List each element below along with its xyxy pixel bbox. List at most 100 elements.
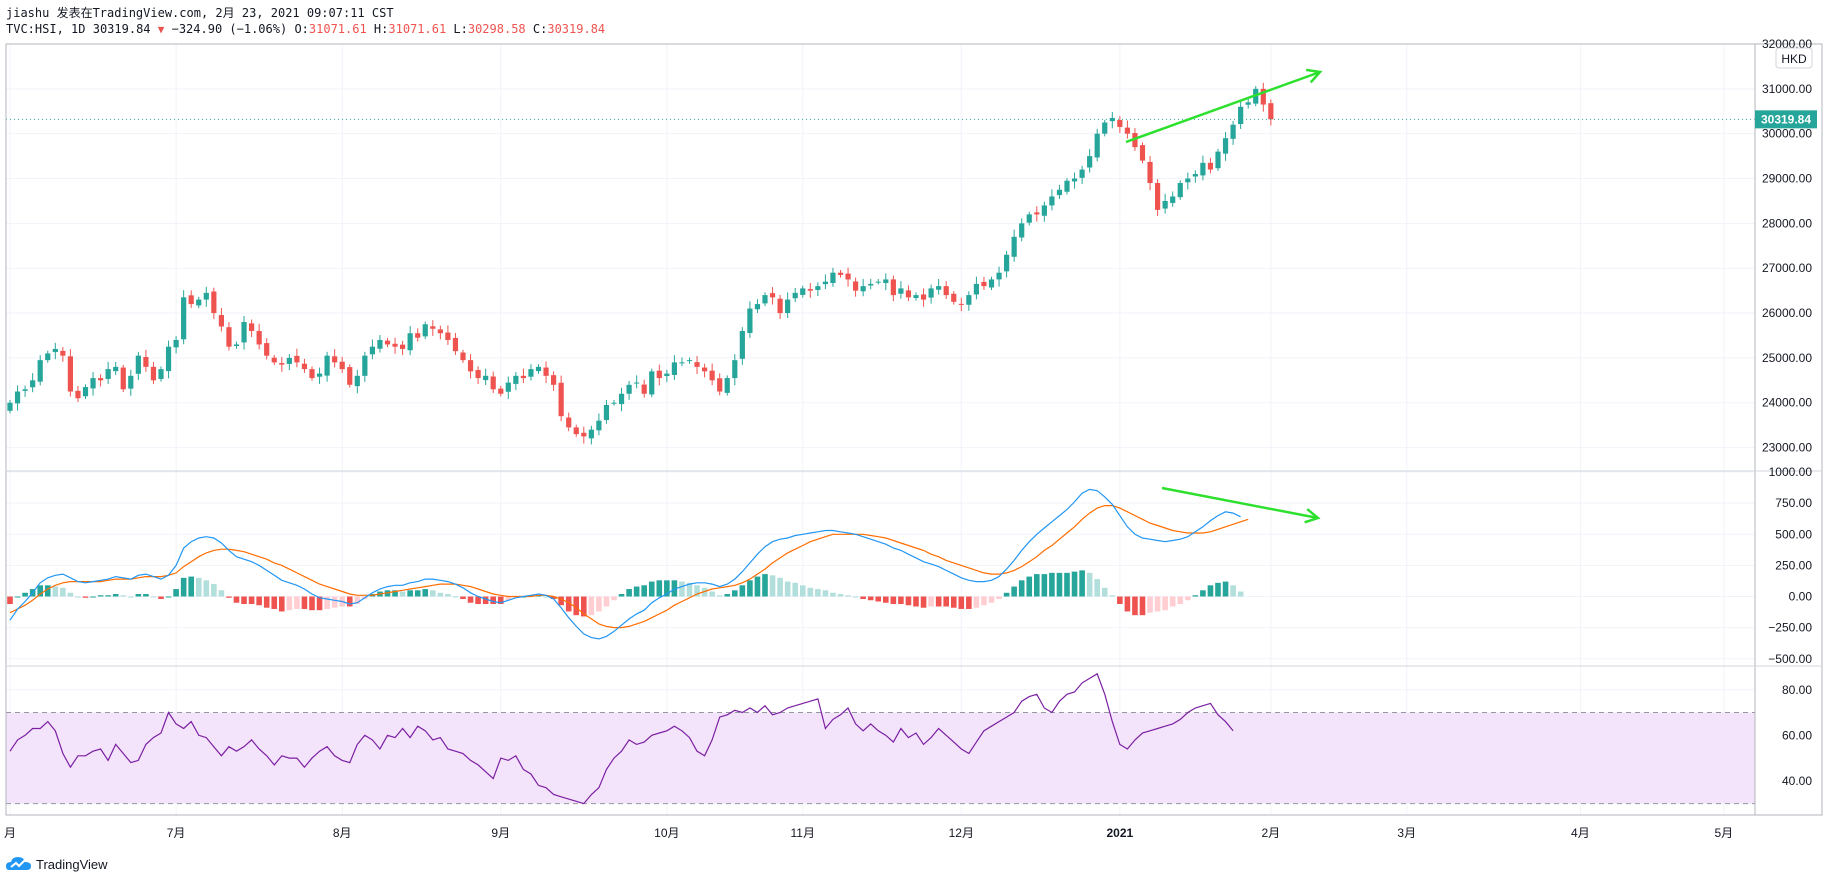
- candle: [75, 385, 81, 403]
- candle: [1230, 120, 1236, 145]
- candle-body: [1170, 196, 1176, 203]
- macd-histogram-bar: [1222, 581, 1229, 597]
- macd-histogram-bar: [656, 580, 663, 597]
- candle: [1192, 170, 1198, 183]
- macd-histogram-bar: [188, 576, 194, 597]
- candle-body: [1238, 106, 1244, 125]
- macd-histogram-bar: [1034, 574, 1040, 597]
- candle-body: [150, 366, 157, 381]
- macd-histogram-bar: [928, 596, 934, 607]
- candle-body: [143, 356, 149, 367]
- macd-pane[interactable]: [7, 488, 1249, 640]
- footer-brand[interactable]: TradingView: [6, 855, 108, 873]
- candle: [445, 325, 451, 345]
- rsi-line: [9, 672, 1234, 805]
- macd-histogram-bar: [218, 590, 225, 597]
- macd-histogram-bar: [1049, 572, 1055, 597]
- y-tick-label: 40.00: [1782, 774, 1812, 788]
- macd-histogram-bar: [1101, 587, 1108, 597]
- macd-histogram-bar: [399, 591, 406, 597]
- candle-body: [649, 371, 655, 395]
- x-tick-label: 2021: [1106, 826, 1133, 840]
- currency-badge: HKD: [1775, 47, 1813, 69]
- macd-histogram-bar: [37, 585, 43, 597]
- candle: [362, 351, 368, 382]
- candle: [573, 424, 579, 437]
- y-tick-label: 30000.00: [1762, 127, 1812, 141]
- macd-histogram-bar: [1200, 590, 1206, 597]
- rsi-pane[interactable]: [9, 672, 1234, 805]
- candle: [1200, 155, 1206, 181]
- macd-histogram-bar: [14, 596, 21, 598]
- macd-histogram-bar: [1132, 596, 1138, 616]
- macd-histogram-bar: [271, 596, 278, 609]
- macd-histogram-bar: [581, 596, 587, 617]
- candle: [452, 333, 459, 355]
- candle: [1222, 132, 1229, 161]
- candle: [67, 349, 73, 397]
- macd-histogram-bar: [958, 596, 965, 609]
- candle: [920, 288, 927, 307]
- candle: [853, 277, 859, 297]
- candle-body: [7, 402, 13, 411]
- y-tick-label: 750.00: [1775, 496, 1812, 510]
- y-tick-label: 500.00: [1775, 527, 1812, 541]
- macd-histogram-bar: [709, 591, 715, 597]
- candle: [596, 413, 602, 436]
- candle: [1177, 180, 1183, 200]
- macd-histogram-bar: [97, 595, 104, 597]
- candle: [490, 371, 496, 394]
- candle: [1079, 165, 1085, 184]
- candle: [505, 376, 511, 399]
- x-tick-label: 8月: [333, 826, 352, 840]
- candle-body: [1041, 205, 1047, 216]
- candle: [777, 294, 783, 320]
- candle: [543, 361, 549, 384]
- candle: [581, 426, 587, 444]
- candle-body: [1011, 236, 1017, 257]
- candle: [913, 292, 919, 301]
- candle: [384, 337, 391, 348]
- candle-body: [634, 382, 640, 384]
- candle-body: [883, 279, 889, 284]
- candle-body: [1019, 223, 1025, 238]
- price-pane[interactable]: [6, 82, 1755, 445]
- candle-body: [573, 427, 579, 435]
- candle-body: [1207, 162, 1214, 170]
- candle: [905, 285, 912, 302]
- macd-histogram-bar: [973, 596, 980, 608]
- candle: [196, 296, 202, 309]
- candle-body: [52, 348, 58, 353]
- macd-histogram-bar: [1124, 596, 1131, 612]
- candle: [98, 374, 104, 387]
- macd-histogram-bar: [883, 596, 889, 603]
- candle: [279, 356, 285, 372]
- macd-histogram-bar: [422, 589, 429, 597]
- candle: [875, 278, 881, 285]
- down-triangle-icon: ▼: [157, 23, 165, 36]
- candle-body: [822, 281, 828, 285]
- y-tick-label: 60.00: [1782, 728, 1812, 742]
- candle-body: [324, 355, 330, 376]
- candle-body: [316, 373, 323, 377]
- macd-histogram-bar: [913, 596, 919, 607]
- candle: [1019, 218, 1025, 242]
- y-tick-label: 26000.00: [1762, 306, 1812, 320]
- candle-body: [173, 339, 179, 348]
- candle: [822, 274, 828, 290]
- candle: [249, 319, 255, 338]
- candle-body: [739, 330, 745, 359]
- candle-body: [1177, 183, 1183, 198]
- candle-body: [1026, 214, 1032, 223]
- candle: [1139, 142, 1146, 164]
- candle-body: [22, 389, 28, 391]
- candle: [105, 361, 111, 384]
- candle: [52, 342, 58, 360]
- candle-body: [249, 323, 255, 331]
- macd-histogram-bar: [1079, 570, 1085, 597]
- candle-body: [128, 375, 134, 389]
- candle-body: [785, 299, 791, 314]
- macd-histogram-bar: [664, 580, 670, 597]
- macd-histogram-bar: [301, 596, 308, 609]
